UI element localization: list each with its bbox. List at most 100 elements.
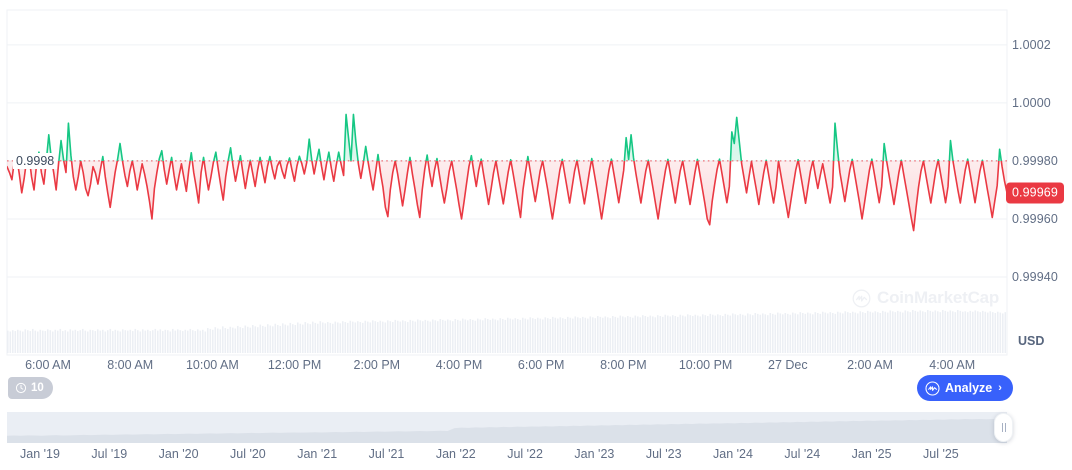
navigator-selected-range[interactable] bbox=[7, 412, 1007, 443]
navigator-axis-tick-label: Jan '25 bbox=[851, 447, 892, 461]
volume-bar bbox=[872, 312, 874, 353]
volume-bar bbox=[939, 312, 942, 353]
volume-bar bbox=[27, 330, 29, 353]
volume-bar bbox=[142, 329, 144, 353]
volume-bar bbox=[477, 318, 479, 353]
navigator-right-handle[interactable] bbox=[994, 413, 1013, 442]
volume-bar bbox=[329, 322, 332, 353]
volume-bar bbox=[587, 318, 589, 353]
volume-bar bbox=[37, 331, 39, 353]
volume-bar bbox=[137, 330, 139, 353]
volume-bar bbox=[179, 330, 182, 353]
volume-bar bbox=[604, 316, 607, 353]
volume-bar bbox=[47, 329, 49, 353]
volume-bar bbox=[699, 316, 702, 353]
x-axis-tick-label: 8:00 PM bbox=[600, 358, 647, 372]
volume-bar bbox=[392, 322, 394, 353]
volume-bar bbox=[449, 320, 452, 353]
x-axis-tick-labels: 6:00 AM 8:00 AM 10:00 AM 12:00 PM 2:00 PM 4:0… bbox=[0, 358, 1072, 378]
volume-bar bbox=[997, 311, 999, 353]
volume-bar bbox=[539, 318, 542, 353]
volume-bar bbox=[14, 331, 17, 353]
volume-bar bbox=[697, 315, 699, 353]
price-line-down bbox=[7, 160, 1007, 232]
volume-bar bbox=[394, 319, 397, 353]
volume-bar bbox=[454, 319, 457, 353]
volume-bar bbox=[677, 316, 679, 353]
volume-bar bbox=[424, 319, 427, 353]
volume-bar bbox=[349, 320, 352, 353]
volume-bar bbox=[134, 328, 137, 353]
volume-bar bbox=[769, 313, 772, 353]
volume-bar bbox=[652, 316, 654, 353]
volume-bar bbox=[802, 313, 804, 353]
analyze-button[interactable]: Analyze › bbox=[917, 375, 1013, 401]
volume-bar bbox=[294, 325, 297, 353]
volume-bar bbox=[927, 310, 929, 353]
volume-bar bbox=[722, 316, 724, 353]
volume-bar bbox=[1004, 312, 1007, 353]
volume-bar bbox=[849, 313, 852, 353]
volume-bar bbox=[947, 311, 949, 353]
volume-bar bbox=[312, 321, 314, 353]
volume-bar bbox=[844, 311, 847, 353]
volume-bar bbox=[112, 331, 114, 353]
volume-bar bbox=[719, 315, 722, 353]
volume-bar bbox=[102, 329, 104, 353]
volume-bar bbox=[527, 319, 529, 353]
volume-bar bbox=[972, 311, 974, 353]
volume-bar bbox=[289, 322, 292, 353]
volume-bar bbox=[299, 323, 302, 353]
x-axis-tick-label: 4:00 AM bbox=[929, 358, 976, 372]
volume-bar bbox=[977, 311, 979, 353]
navigator-axis-tick-label: Jan '20 bbox=[158, 447, 199, 461]
volume-bar bbox=[7, 330, 9, 353]
volume-bar bbox=[42, 330, 44, 353]
volume-bar bbox=[967, 312, 969, 353]
volume-bar bbox=[259, 324, 262, 353]
volume-bar bbox=[87, 331, 89, 353]
volume-bar bbox=[374, 321, 377, 353]
volume-bar bbox=[219, 329, 222, 353]
countdown-value: 10 bbox=[31, 382, 44, 394]
volume-bar bbox=[177, 329, 179, 353]
volume-bar bbox=[782, 314, 784, 353]
refresh-countdown-badge[interactable]: 10 bbox=[8, 377, 53, 399]
volume-bar bbox=[694, 314, 697, 353]
volume-bar bbox=[452, 321, 454, 353]
volume-bar bbox=[752, 315, 754, 353]
volume-bar bbox=[132, 331, 134, 353]
volume-bar bbox=[97, 329, 99, 353]
volume-bar bbox=[942, 310, 944, 353]
volume-bar bbox=[657, 315, 659, 353]
x-axis-tick-label: 2:00 AM bbox=[847, 358, 893, 372]
volume-bar bbox=[119, 331, 122, 353]
handle-grip-line bbox=[1001, 423, 1003, 432]
volume-bar bbox=[317, 323, 319, 353]
volume-bar bbox=[437, 321, 439, 353]
volume-bar bbox=[874, 311, 877, 353]
volume-bar bbox=[932, 311, 934, 353]
volume-bar bbox=[99, 330, 102, 353]
cmc-logo-icon bbox=[925, 380, 940, 396]
volume-bar bbox=[484, 318, 487, 353]
price-chart-plot[interactable]: 1.0002 1.0000 0.99980 0.99960 0.99940 USD 0.… bbox=[0, 0, 1072, 358]
volume-bar bbox=[864, 313, 867, 353]
volume-bar bbox=[162, 331, 164, 353]
volume-bar bbox=[822, 311, 824, 353]
volume-bar bbox=[382, 321, 384, 353]
volume-bar bbox=[359, 322, 362, 353]
volume-bar bbox=[444, 320, 447, 353]
volume-bar bbox=[887, 312, 889, 353]
range-navigator[interactable] bbox=[0, 410, 1072, 445]
volume-bar bbox=[427, 320, 429, 353]
volume-bar bbox=[669, 316, 672, 353]
volume-bar bbox=[924, 312, 927, 353]
volume-bar bbox=[384, 322, 387, 353]
volume-bar bbox=[952, 311, 954, 353]
volume-bar bbox=[712, 314, 714, 353]
volume-bar bbox=[867, 310, 869, 353]
volume-bar bbox=[787, 313, 789, 353]
volume-bar bbox=[907, 311, 909, 353]
